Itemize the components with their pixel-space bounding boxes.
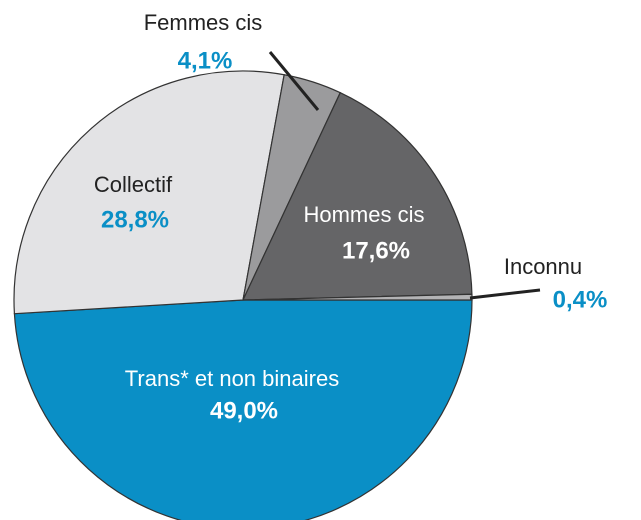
value-label: 28,8%	[101, 206, 169, 233]
pie-slice	[13, 299, 473, 520]
value-label: 17,6%	[342, 237, 410, 264]
slice-label: Hommes cis	[303, 202, 424, 227]
pie-slice	[13, 70, 285, 315]
leader-line	[469, 288, 541, 300]
value-label: 4,1%	[178, 47, 233, 74]
slice-label: Collectif	[94, 172, 173, 197]
value-label: 0,4%	[553, 286, 608, 313]
pie-slice	[242, 91, 473, 301]
slice-label: Inconnu	[504, 254, 582, 279]
slice-label: Femmes cis	[144, 10, 263, 35]
value-label: 49,0%	[210, 397, 278, 424]
slice-label: Trans* et non binaires	[125, 366, 339, 391]
leader-line	[268, 51, 320, 111]
